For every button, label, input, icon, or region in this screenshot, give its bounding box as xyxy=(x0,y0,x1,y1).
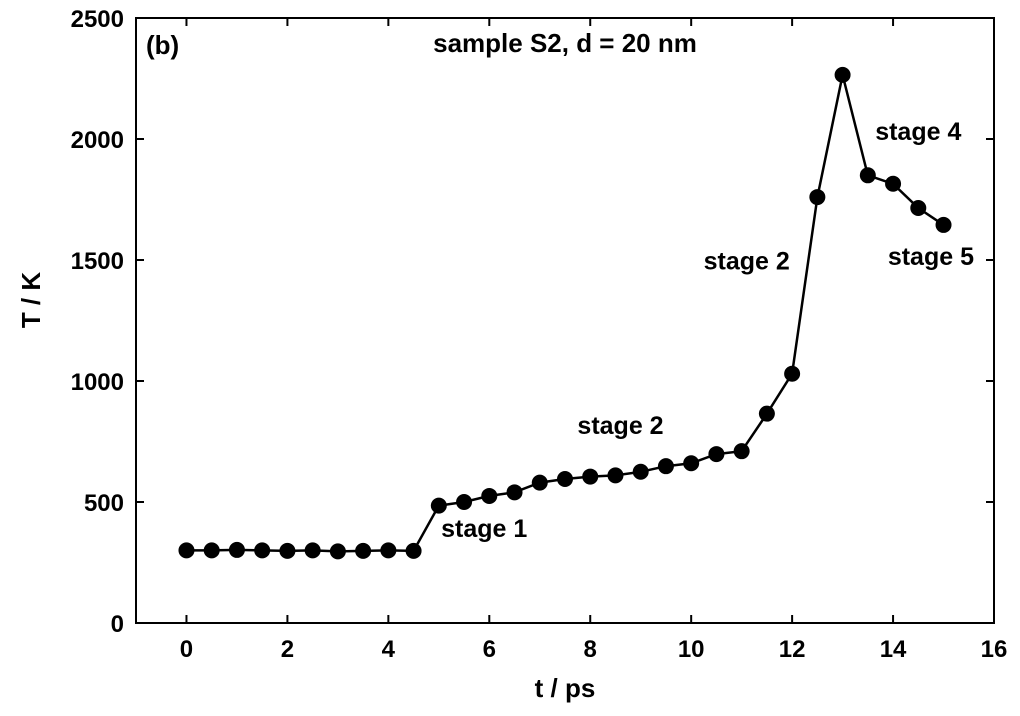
x-tick-labels: 0 2 4 6 8 10 12 14 16 xyxy=(180,636,1008,663)
y-tick-label: 2000 xyxy=(71,127,124,154)
x-tick-label: 8 xyxy=(584,636,597,663)
data-point xyxy=(329,543,346,560)
stage-annotation: stage 2 xyxy=(704,248,790,276)
data-point xyxy=(834,66,851,83)
data-point xyxy=(733,443,750,460)
data-point xyxy=(657,458,674,475)
y-tick-label: 1000 xyxy=(71,369,124,396)
data-point xyxy=(885,175,902,192)
y-tick-label: 2500 xyxy=(71,6,124,33)
data-point xyxy=(910,199,927,216)
stage-annotation: stage 2 xyxy=(577,412,663,440)
data-point xyxy=(481,487,498,504)
data-point xyxy=(355,542,372,559)
data-point xyxy=(506,484,523,501)
data-point xyxy=(784,365,801,382)
chart-title: sample S2, d = 20 nm xyxy=(433,28,697,58)
stage-annotation: stage 1 xyxy=(441,515,527,543)
x-tick-label: 4 xyxy=(382,636,396,663)
x-tick-label: 0 xyxy=(180,636,193,663)
data-point xyxy=(708,446,725,463)
data-point xyxy=(935,216,952,233)
data-point xyxy=(456,494,473,510)
data-point xyxy=(304,542,321,559)
x-tick-label: 16 xyxy=(981,636,1008,663)
plot-frame xyxy=(135,17,995,624)
x-tick-label: 6 xyxy=(483,636,496,663)
data-point xyxy=(430,497,447,514)
data-point xyxy=(607,467,624,484)
data-point xyxy=(203,542,220,559)
data-point xyxy=(228,541,245,558)
ticks xyxy=(136,17,995,624)
y-axis-title: T / K xyxy=(16,272,46,329)
y-tick-label: 1500 xyxy=(71,248,124,275)
stage-annotation: stage 4 xyxy=(875,118,961,146)
y-tick-labels: 0 500 1000 1500 2000 2500 xyxy=(71,6,124,638)
x-tick-label: 2 xyxy=(281,636,294,663)
data-point xyxy=(531,474,548,491)
data-markers xyxy=(178,66,952,560)
data-point xyxy=(632,463,649,480)
data-point xyxy=(809,189,826,206)
data-point xyxy=(254,542,271,559)
annotations: stage 1 stage 2 stage 2 stage 4 stage 5 xyxy=(441,118,974,543)
data-point xyxy=(758,405,775,422)
data-point xyxy=(178,542,195,559)
data-point xyxy=(380,542,397,559)
data-point xyxy=(683,455,700,472)
data-point xyxy=(557,471,573,488)
x-tick-label: 10 xyxy=(678,636,705,663)
y-tick-label: 500 xyxy=(84,490,124,517)
data-point xyxy=(859,167,876,184)
x-tick-label: 14 xyxy=(880,636,907,663)
y-tick-label: 0 xyxy=(111,611,124,638)
stage-annotation: stage 5 xyxy=(888,243,974,271)
data-point xyxy=(405,542,422,559)
data-point xyxy=(279,542,296,559)
panel-label: (b) xyxy=(146,30,179,60)
x-axis-title: t / ps xyxy=(535,673,596,703)
data-point xyxy=(582,468,599,485)
x-tick-label: 12 xyxy=(779,636,806,663)
